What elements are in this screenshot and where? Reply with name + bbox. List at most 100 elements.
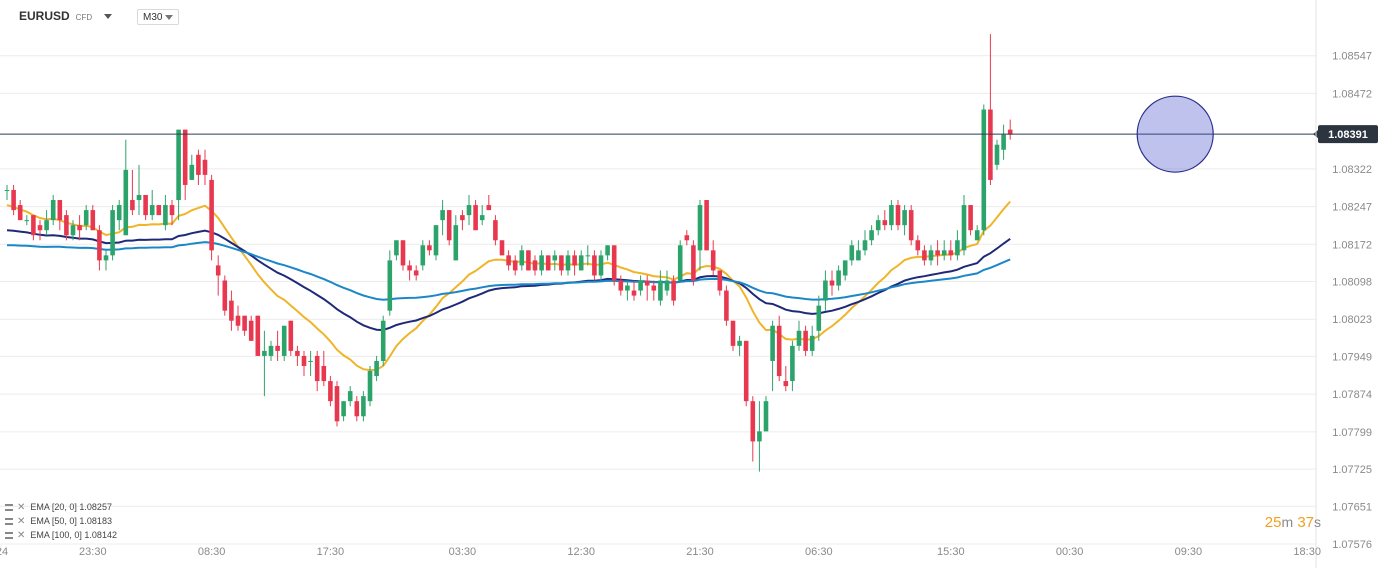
- ema-line-50: [6, 229, 1011, 332]
- candle: [803, 325, 808, 356]
- x-tick-label: 15:30: [937, 546, 965, 558]
- legend-item-ema50[interactable]: ✕ EMA [50, 0] 1.08183: [5, 514, 117, 528]
- candle: [479, 205, 485, 226]
- candle: [473, 200, 478, 231]
- candle: [796, 320, 802, 351]
- candle: [347, 386, 353, 407]
- candle: [143, 195, 148, 221]
- candle: [704, 200, 709, 251]
- candle: [11, 184, 16, 216]
- x-tick-label: 12:30: [567, 546, 595, 558]
- ema-line-100: [7, 241, 1011, 301]
- legend-item-ema100[interactable]: ✕ EMA [100, 0] 1.08142: [5, 528, 117, 542]
- y-tick-label: 1.08247: [1332, 202, 1372, 214]
- candle: [882, 210, 888, 231]
- menu-icon[interactable]: [5, 531, 13, 539]
- indicator-legend: ✕ EMA [20, 0] 1.08257 ✕ EMA [50, 0] 1.08…: [5, 500, 117, 542]
- candle: [743, 340, 749, 407]
- symbol-dropdown-icon[interactable]: [104, 13, 113, 19]
- candle: [651, 280, 657, 301]
- candle: [407, 260, 412, 281]
- candle: [123, 139, 129, 236]
- candle: [770, 320, 775, 392]
- timeframe-select[interactable]: M30: [137, 9, 179, 25]
- candle: [149, 189, 155, 221]
- close-icon[interactable]: ✕: [17, 515, 26, 527]
- candles: [4, 34, 1013, 472]
- menu-icon[interactable]: [5, 503, 13, 511]
- candle: [1001, 124, 1006, 160]
- candle: [37, 220, 43, 241]
- x-tick-label: 08:30: [198, 546, 226, 558]
- candle: [677, 240, 683, 281]
- candle: [70, 220, 76, 241]
- x-tick-label: 03:30: [449, 546, 477, 558]
- candle: [262, 330, 267, 397]
- candle: [974, 225, 980, 241]
- close-icon[interactable]: ✕: [17, 529, 26, 541]
- candle: [644, 275, 650, 301]
- candle: [387, 250, 393, 316]
- candle: [400, 240, 406, 271]
- candle: [988, 34, 993, 185]
- candle: [981, 104, 987, 236]
- symbol-label[interactable]: EURUSD: [19, 9, 70, 23]
- candle: [90, 205, 96, 231]
- candle: [116, 200, 122, 231]
- axes: 1.08547 1.08472 1.08322 1.08247 1.08172 1.080…: [0, 0, 1372, 568]
- candle: [354, 396, 360, 422]
- candle: [466, 195, 472, 226]
- y-tick-label: 1.07949: [1332, 351, 1372, 363]
- candle: [572, 250, 577, 276]
- candle: [486, 195, 492, 211]
- candle: [862, 230, 868, 256]
- candle: [559, 255, 564, 276]
- candle: [57, 200, 63, 231]
- candle: [453, 215, 459, 261]
- candle: [136, 164, 142, 216]
- candle: [856, 240, 861, 261]
- candle: [757, 401, 762, 472]
- candle: [493, 215, 498, 246]
- candle: [961, 195, 967, 256]
- candle: [526, 250, 531, 271]
- y-tick-label: 1.08023: [1332, 314, 1372, 326]
- candle: [4, 184, 10, 201]
- candle: [308, 350, 313, 377]
- candle: [941, 240, 947, 261]
- candle: [446, 210, 452, 246]
- candle: [710, 240, 716, 276]
- candle: [77, 215, 82, 241]
- candle: [50, 195, 56, 226]
- legend-item-ema20[interactable]: ✕ EMA [20, 0] 1.08257: [5, 500, 117, 514]
- candle: [374, 355, 379, 382]
- candle: [288, 320, 294, 356]
- candle: [552, 250, 558, 271]
- candle: [875, 215, 881, 236]
- candle-countdown: 25m 37s: [1265, 514, 1321, 531]
- y-tick-label: 1.08172: [1332, 239, 1372, 251]
- y-tick-label: 1.08472: [1332, 88, 1372, 100]
- candle: [691, 240, 696, 286]
- candle: [328, 376, 333, 407]
- legend-label: EMA [100, 0] 1.08142: [30, 530, 117, 540]
- candle: [955, 230, 960, 261]
- candle: [717, 270, 723, 296]
- y-tick-label: 1.07651: [1332, 501, 1372, 513]
- candle: [196, 149, 201, 185]
- candle: [539, 250, 544, 276]
- candle: [724, 285, 729, 326]
- candle: [994, 139, 1000, 170]
- candle: [565, 250, 571, 276]
- candle: [341, 401, 346, 422]
- candle: [625, 280, 630, 301]
- x-tick-label: 17:30: [317, 546, 345, 558]
- close-icon[interactable]: ✕: [17, 501, 26, 513]
- candle: [182, 129, 188, 201]
- menu-icon[interactable]: [5, 517, 13, 525]
- candle: [532, 255, 538, 276]
- candle: [750, 396, 756, 462]
- y-tick-label: 1.08322: [1332, 164, 1372, 176]
